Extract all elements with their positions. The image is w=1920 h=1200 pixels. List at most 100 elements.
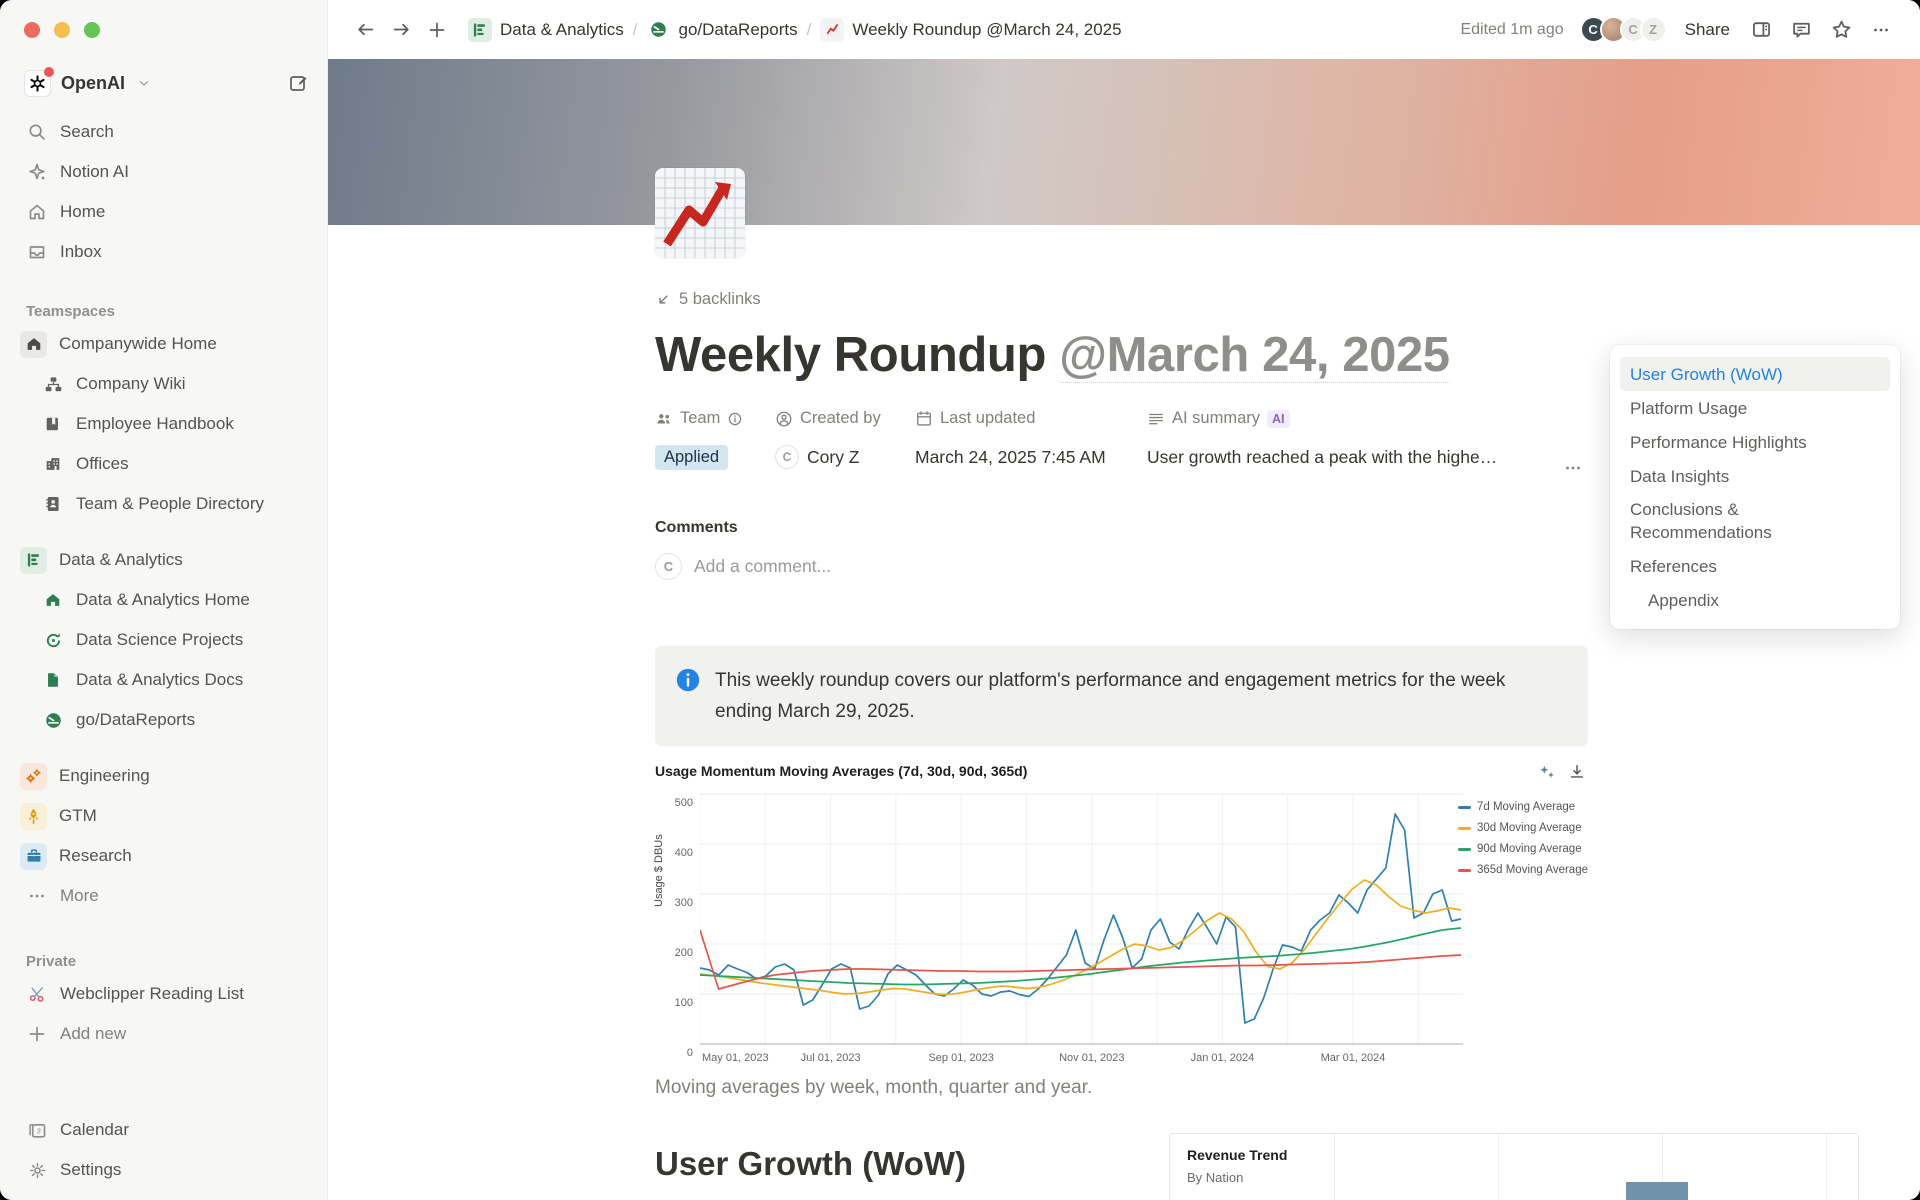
- openai-logo-icon: [28, 74, 47, 93]
- sidebar-item-label: GTM: [59, 806, 97, 825]
- sidebar-item-label: Settings: [60, 1160, 122, 1179]
- usage-momentum-chart: Usage Momentum Moving Averages (7d, 30d,…: [653, 763, 1588, 1099]
- minimize-window-button[interactable]: [54, 22, 70, 38]
- legend-item[interactable]: 365d Moving Average: [1457, 864, 1588, 876]
- sidebar-item-data-analytics-docs[interactable]: Data & Analytics Docs: [0, 660, 327, 700]
- new-tab-icon[interactable]: [424, 17, 450, 43]
- sidebar-item-calendar[interactable]: 3 Calendar: [0, 1110, 327, 1150]
- property-created-by-label[interactable]: Created by: [775, 409, 915, 428]
- teamspaces-section-header[interactable]: Teamspaces: [26, 303, 115, 320]
- sidebar-item-employee-handbook[interactable]: Employee Handbook: [0, 404, 327, 444]
- workspace-switcher[interactable]: OpenAI: [18, 62, 317, 104]
- sidebar-item-webclipper-reading-list[interactable]: Webclipper Reading List: [0, 974, 327, 1014]
- svg-text:Nov 01, 2023: Nov 01, 2023: [1059, 1052, 1124, 1064]
- sidebar-item-inbox[interactable]: Inbox: [0, 232, 327, 272]
- sidebar-item-company-wiki[interactable]: Company Wiki: [0, 364, 327, 404]
- close-window-button[interactable]: [24, 22, 40, 38]
- sidebar-item-companywide-home[interactable]: Companywide Home: [0, 324, 327, 364]
- sidebar-item-label: Engineering: [59, 766, 150, 785]
- sidebar-item-data-analytics-home[interactable]: Data & Analytics Home: [0, 580, 327, 620]
- sidebar-item-home[interactable]: Home: [0, 192, 327, 232]
- sidebar-item-add-new[interactable]: Add new: [0, 1014, 327, 1054]
- page-title-date-mention[interactable]: @March 24, 2025: [1059, 328, 1450, 383]
- sidebar-item-notion-ai[interactable]: Notion AI: [0, 152, 327, 192]
- zoom-window-button[interactable]: [84, 22, 100, 38]
- sidebar-item-more[interactable]: More: [0, 876, 327, 916]
- avatar[interactable]: Z: [1639, 16, 1667, 43]
- download-icon[interactable]: [1568, 763, 1586, 781]
- comment-placeholder: Add a comment...: [694, 556, 832, 576]
- scissors-icon: [26, 983, 48, 1005]
- team-tag[interactable]: Applied: [655, 444, 729, 470]
- property-team-label[interactable]: Team: [655, 409, 775, 428]
- sidebar-item-label: Data Science Projects: [76, 630, 244, 649]
- avatar[interactable]: C: [1619, 16, 1647, 43]
- legend-item[interactable]: 30d Moving Average: [1457, 822, 1588, 834]
- page-cover[interactable]: [328, 59, 1920, 225]
- legend-item[interactable]: 7d Moving Average: [1457, 801, 1588, 813]
- sidebar-item-research[interactable]: Research: [0, 836, 327, 876]
- properties-more-icon[interactable]: [1558, 453, 1588, 483]
- sidebar-item-search[interactable]: Search: [0, 112, 327, 152]
- property-ai-summary-value[interactable]: User growth reached a peak with the high…: [1147, 446, 1498, 467]
- viewer-avatars[interactable]: C C Z: [1579, 16, 1667, 43]
- people-icon: [655, 410, 673, 428]
- sidebar-item-label: Home: [60, 202, 106, 221]
- sidebar-item-offices[interactable]: Offices: [0, 444, 327, 484]
- page-title[interactable]: Weekly Roundup @March 24, 2025: [655, 327, 1588, 383]
- sidebar-item-label: More: [60, 886, 99, 905]
- breadcrumb-weekly-roundup[interactable]: Weekly Roundup @March 24, 2025: [820, 17, 1122, 42]
- sidebar: OpenAI Search Notion AI Home Inbox Teams…: [0, 0, 328, 1200]
- toc-item[interactable]: Platform Usage: [1630, 398, 1748, 418]
- toc-item[interactable]: Conclusions & Recommendations: [1630, 500, 1772, 542]
- table-of-contents-popup: User Growth (WoW) Platform Usage Performan…: [1610, 345, 1900, 629]
- person-icon: [775, 410, 793, 428]
- page-emoji-icon[interactable]: [655, 168, 745, 258]
- directory-icon: [42, 493, 64, 515]
- sidebar-item-gtm[interactable]: GTM: [0, 796, 327, 836]
- private-section-header[interactable]: Private: [26, 953, 77, 970]
- back-icon[interactable]: [352, 17, 378, 43]
- house-icon: [20, 330, 47, 358]
- property-created-by-value[interactable]: C Cory Z: [775, 442, 915, 472]
- section-heading-user-growth[interactable]: User Growth (WoW): [655, 1145, 967, 1182]
- star-icon[interactable]: [1828, 17, 1854, 43]
- compose-icon[interactable]: [285, 70, 311, 96]
- toc-item[interactable]: References: [1630, 556, 1717, 576]
- toc-item[interactable]: Data Insights: [1630, 466, 1730, 486]
- breadcrumb-data-analytics[interactable]: Data & Analytics: [468, 17, 624, 42]
- sidebar-item-engineering[interactable]: Engineering: [0, 756, 327, 796]
- property-last-updated-label[interactable]: Last updated: [915, 409, 1147, 428]
- toc-item[interactable]: Performance Highlights: [1630, 432, 1807, 452]
- more-options-icon[interactable]: [1868, 17, 1894, 43]
- main-area: Data & Analytics / go/DataReports / Week…: [328, 0, 1920, 1200]
- breadcrumb-go-datareports[interactable]: go/DataReports: [647, 18, 798, 42]
- chart-bars-icon: [20, 546, 47, 574]
- panel-icon[interactable]: [1748, 17, 1774, 43]
- svg-text:3: 3: [36, 1126, 41, 1135]
- sidebar-item-data-analytics[interactable]: Data & Analytics: [0, 540, 327, 580]
- sidebar-item-label: Research: [59, 846, 132, 865]
- toc-item[interactable]: User Growth (WoW): [1620, 357, 1890, 391]
- sidebar-item-settings[interactable]: Settings: [0, 1150, 327, 1190]
- comment-input[interactable]: C Add a comment...: [655, 553, 1588, 580]
- forward-icon[interactable]: [388, 17, 414, 43]
- sidebar-item-team-people-directory[interactable]: Team & People Directory: [0, 484, 327, 524]
- refresh-icon: [42, 629, 64, 651]
- legend-item[interactable]: 90d Moving Average: [1457, 843, 1588, 855]
- property-ai-summary-label[interactable]: AI summary AI: [1147, 409, 1558, 428]
- chart-emoji-icon: [820, 17, 845, 42]
- chart-title: Usage Momentum Moving Averages (7d, 30d,…: [655, 763, 1028, 779]
- backlinks-button[interactable]: 5 backlinks: [655, 290, 761, 309]
- property-team-value[interactable]: Applied: [655, 442, 775, 472]
- toc-item[interactable]: Appendix: [1648, 590, 1719, 610]
- sidebar-item-go-datareports[interactable]: go/DataReports: [0, 700, 327, 740]
- sparkles-tool-icon[interactable]: [1538, 763, 1556, 781]
- share-button[interactable]: Share: [1684, 19, 1730, 39]
- property-last-updated-value[interactable]: March 24, 2025 7:45 AM: [915, 446, 1106, 467]
- comment-icon[interactable]: [1788, 17, 1814, 43]
- sidebar-item-label: Notion AI: [60, 162, 129, 181]
- avatar: C: [775, 445, 799, 469]
- info-callout[interactable]: This weekly roundup covers our platform'…: [655, 646, 1588, 746]
- sidebar-item-data-science-projects[interactable]: Data Science Projects: [0, 620, 327, 660]
